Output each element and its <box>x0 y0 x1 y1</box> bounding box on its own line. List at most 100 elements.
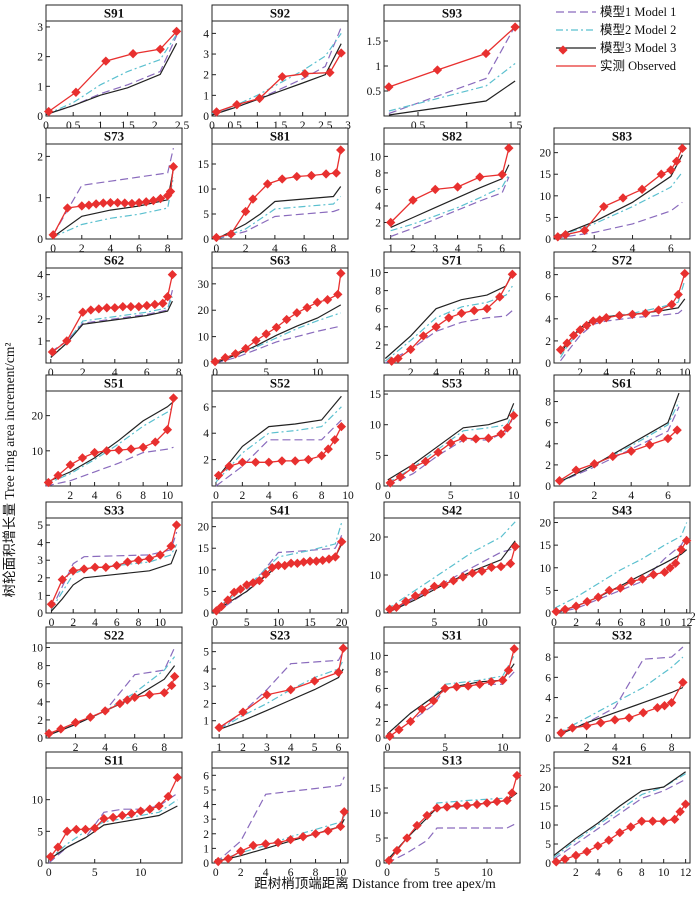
observed-point <box>637 574 648 584</box>
series-line-model1 <box>52 147 174 236</box>
y-tick-label: 1.5 <box>367 36 382 48</box>
observed-point <box>394 725 404 735</box>
y-tick-label: 2 <box>545 713 551 725</box>
y-tick-label: 5 <box>37 826 43 838</box>
series-line-model3 <box>50 549 178 612</box>
observed-point <box>318 555 328 565</box>
observed-point <box>112 197 123 208</box>
y-tick-label: 1 <box>37 193 43 205</box>
observed-point <box>232 99 242 110</box>
observed-point <box>393 353 403 364</box>
panel-title: S31 <box>442 628 462 643</box>
observed-point <box>615 583 625 593</box>
legend-label: 模型2 Model 2 <box>600 23 676 37</box>
observed-point <box>665 563 675 573</box>
panel-title: S51 <box>104 376 124 391</box>
y-tick-label: 6 <box>375 683 381 695</box>
observed-point <box>118 302 128 312</box>
y-tick-label: 0 <box>203 234 209 246</box>
y-tick-label: 10 <box>370 808 382 820</box>
x-tick-label: 2 <box>238 867 244 879</box>
x-tick-label: 4 <box>455 243 461 255</box>
x-axis-title: 距树梢顶端距离 Distance from tree apex/m <box>254 875 496 891</box>
y-tick-label: 20 <box>540 518 552 530</box>
y-tick-label: 5 <box>203 647 209 659</box>
x-tick-label: 0 <box>212 367 218 379</box>
observed-point <box>264 457 274 467</box>
x-tick-label: 0 <box>385 490 391 502</box>
observed-point <box>46 599 57 609</box>
observed-point <box>385 478 395 488</box>
observed-point <box>406 344 416 355</box>
observed-point <box>303 454 314 465</box>
observed-point <box>101 562 111 572</box>
series-line-model1 <box>386 822 518 864</box>
y-tick-label: 4 <box>545 693 551 705</box>
observed-point <box>338 643 348 653</box>
x-tick-label: 10 <box>135 867 147 879</box>
y-tick-label: 2 <box>203 829 209 841</box>
y-tick-label: 0 <box>375 733 381 745</box>
y-tick-label: 2 <box>375 217 381 229</box>
y-tick-label: 5 <box>545 212 551 224</box>
x-tick-label: 2 <box>408 367 414 379</box>
observed-point <box>431 322 441 332</box>
panel-title: S91 <box>104 6 124 21</box>
observed-point <box>155 44 165 54</box>
panel-s51: S51 2 4 6 8 10 10 20 <box>32 374 183 502</box>
observed-point <box>281 314 292 325</box>
y-tick-label: 4 <box>203 428 209 440</box>
observed-point <box>214 722 224 733</box>
series-line-model2 <box>386 521 516 610</box>
series-line-model2 <box>384 285 513 362</box>
observed-point <box>285 834 296 845</box>
plot-area <box>553 642 691 739</box>
y-tick-label: 10 <box>370 268 382 280</box>
x-tick-label: 2 <box>300 120 306 132</box>
x-tick-label: 6 <box>301 243 307 255</box>
series-line-model3 <box>218 668 344 730</box>
series-line-model3 <box>216 186 342 240</box>
observed-point <box>498 675 508 685</box>
observed-point <box>78 307 88 317</box>
panel-title: S61 <box>612 376 632 391</box>
x-tick-label: 2 <box>239 490 245 502</box>
y-tick-label: 5 <box>203 785 209 797</box>
y-tick-label: 4 <box>37 697 43 709</box>
y-tick-label: 3 <box>37 555 43 567</box>
observed-point <box>496 561 506 572</box>
observed-point <box>134 197 144 208</box>
x-tick-label: 5 <box>477 243 483 255</box>
y-tick-label: 0 <box>545 358 551 370</box>
series-line-observed <box>388 26 516 88</box>
y-tick-label: 6 <box>375 304 381 316</box>
panel-s83: S83 2 4 6 0 5 10 15 20 <box>540 127 691 255</box>
y-tick-label: 8 <box>545 652 551 664</box>
x-tick-label: 4 <box>112 367 118 379</box>
y-tick-label: 0 <box>545 481 551 493</box>
panel-title: S93 <box>442 6 463 21</box>
plot-area <box>45 143 183 240</box>
x-tick-label: 6 <box>668 243 674 255</box>
series-line-model1 <box>555 201 683 239</box>
x-tick-label: 3 <box>264 742 270 754</box>
x-tick-label: 8 <box>136 617 142 629</box>
panel-s41: S41 0 5 10 15 20 0 5 10 15 20 <box>198 501 349 629</box>
observed-point <box>162 292 173 302</box>
observed-point <box>495 292 505 302</box>
y-tick-label: 1 <box>203 843 209 855</box>
plot-area <box>45 642 183 739</box>
series-line-model2 <box>390 174 510 232</box>
series-line-model3 <box>557 392 680 484</box>
x-tick-label: 4 <box>628 490 634 502</box>
observed-point <box>77 201 87 211</box>
observed-point <box>333 289 343 300</box>
observed-point <box>85 712 96 722</box>
observed-point <box>614 310 625 321</box>
y-tick-label: 10 <box>32 446 44 458</box>
x-tick-label: 10 <box>658 867 670 879</box>
observed-point <box>235 584 246 594</box>
